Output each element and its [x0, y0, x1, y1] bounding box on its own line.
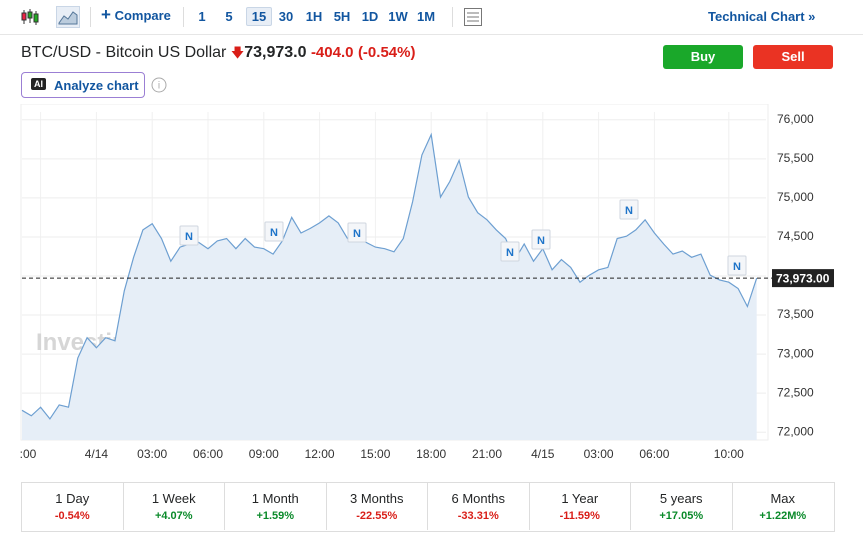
divider	[90, 7, 91, 27]
y-tick-label: 75,000	[777, 190, 814, 204]
y-tick-label: 73,000	[777, 346, 814, 360]
x-tick-label: 06:00	[193, 447, 223, 461]
period-button[interactable]: 1	[198, 9, 206, 24]
x-tick-label: 15:00	[360, 447, 390, 461]
layout-icon[interactable]	[464, 8, 482, 26]
period-change: -0.54%	[54, 510, 90, 522]
period-change: +1.59%	[256, 510, 295, 522]
y-tick-label: 74,500	[777, 229, 814, 243]
analyze-chart-button[interactable]: AI Analyze chart	[21, 72, 145, 98]
x-tick-label: 09:00	[249, 447, 279, 461]
news-marker	[179, 225, 199, 246]
news-marker-label: N	[270, 227, 278, 239]
instrument-header: BTC/USD - Bitcoin US Dollar 🡇73,973.0 -4…	[21, 44, 416, 61]
price-change-pct: (-0.54%)	[357, 44, 416, 61]
x-tick-label: 21:00	[472, 447, 502, 461]
x-tick-label: 4/14	[85, 447, 109, 461]
chart: :00 4/14 03:00 06:00 09:00 12:00 15:00 18:00 21:…	[20, 104, 834, 461]
x-tick-label: 06:00	[639, 447, 669, 461]
news-marker	[500, 241, 520, 262]
compare-label: Compare	[114, 8, 171, 23]
y-tick-label: 72,500	[777, 385, 814, 399]
period-change: -22.55%	[356, 510, 398, 522]
period-button[interactable]: 1H	[305, 9, 323, 24]
news-marker-label: N	[625, 205, 633, 217]
period-change: -11.59%	[559, 510, 600, 522]
toolbar	[0, 0, 863, 35]
news-marker	[531, 229, 551, 250]
news-marker	[347, 222, 367, 243]
news-marker-label: N	[185, 231, 193, 243]
svg-text:i: i	[158, 81, 160, 92]
news-marker	[727, 255, 747, 276]
period-button[interactable]: 1W	[388, 9, 408, 24]
x-tick-label: 18:00	[416, 447, 446, 461]
last-price-label: 73,973.00	[776, 271, 830, 285]
ai-badge: AI	[31, 78, 46, 90]
news-marker-label: N	[353, 228, 361, 240]
performance-cell[interactable]: 1 Day -0.54%	[22, 483, 124, 530]
x-tick-label: 03:00	[584, 447, 614, 461]
price-change: -404.0	[310, 44, 354, 61]
period-label: 1 Day	[55, 491, 90, 506]
instrument-title: BTC/USD - Bitcoin US Dollar	[21, 44, 227, 61]
technical-chart-link[interactable]: Technical Chart »	[708, 9, 816, 24]
compare-button[interactable]: + Compare	[101, 5, 171, 24]
performance-cell[interactable]: 1 Month +1.59%	[225, 483, 327, 530]
period-button[interactable]: 1M	[416, 9, 436, 24]
price: 73,973.0	[244, 44, 307, 61]
price-line	[21, 132, 758, 420]
x-tick-label: :00	[20, 447, 37, 461]
news-marker-label: N	[537, 235, 545, 247]
analyze-label: Analyze chart	[54, 78, 139, 93]
y-tick-label: 73,500	[777, 307, 814, 321]
period-change: +1.22M%	[759, 510, 807, 522]
x-tick-label: 12:00	[305, 447, 335, 461]
period-change: -33.31%	[457, 510, 499, 522]
y-tick-label: 76,000	[777, 112, 814, 126]
period-label: 6 Months	[451, 491, 505, 506]
buy-button[interactable]: Buy	[663, 45, 743, 69]
x-tick-label: 10:00	[714, 447, 744, 461]
performance-cell[interactable]: 1 Year -11.59%	[530, 483, 631, 530]
performance-cell[interactable]: 6 Months -33.31%	[428, 483, 530, 530]
divider	[452, 7, 453, 27]
period-button[interactable]: 1D	[361, 9, 379, 24]
news-marker-label: N	[506, 247, 514, 259]
y-tick-label: 72,000	[777, 424, 814, 438]
area-fill	[22, 134, 757, 440]
period-change: +17.05%	[659, 510, 704, 522]
news-marker	[264, 221, 284, 242]
period-label: 5 years	[659, 491, 703, 506]
period-button[interactable]: 30	[278, 9, 294, 24]
area-icon[interactable]	[56, 6, 80, 28]
performance-cell[interactable]: 3 Months -22.55%	[327, 483, 428, 530]
divider	[183, 7, 184, 27]
period-label: 1 Year	[561, 491, 599, 506]
performance-frame	[21, 482, 835, 532]
period-change: +4.07%	[154, 510, 193, 522]
x-tick-label: 03:00	[137, 447, 167, 461]
y-tick-label: 75,500	[777, 151, 814, 165]
sell-button[interactable]: Sell	[753, 45, 833, 69]
x-tick-label: 4/15	[531, 447, 555, 461]
info-icon[interactable]: i	[151, 77, 167, 93]
period-label: Max	[770, 491, 796, 506]
last-price-tag	[772, 269, 834, 288]
period-label: 3 Months	[350, 491, 404, 506]
period-button[interactable]: 5	[225, 9, 233, 24]
performance-cell[interactable]: 1 Week +4.07%	[124, 483, 225, 530]
candles-icon[interactable]	[20, 8, 40, 26]
period-label: 1 Week	[151, 491, 196, 506]
period-button[interactable]: 15	[246, 7, 272, 26]
period-button[interactable]: 5H	[333, 9, 351, 24]
performance-cell[interactable]: Max +1.22M%	[733, 483, 834, 530]
period-label: 1 Month	[251, 491, 299, 506]
news-marker-label: N	[733, 261, 741, 273]
news-marker	[619, 199, 639, 220]
performance-cell[interactable]: 5 years +17.05%	[631, 483, 733, 530]
